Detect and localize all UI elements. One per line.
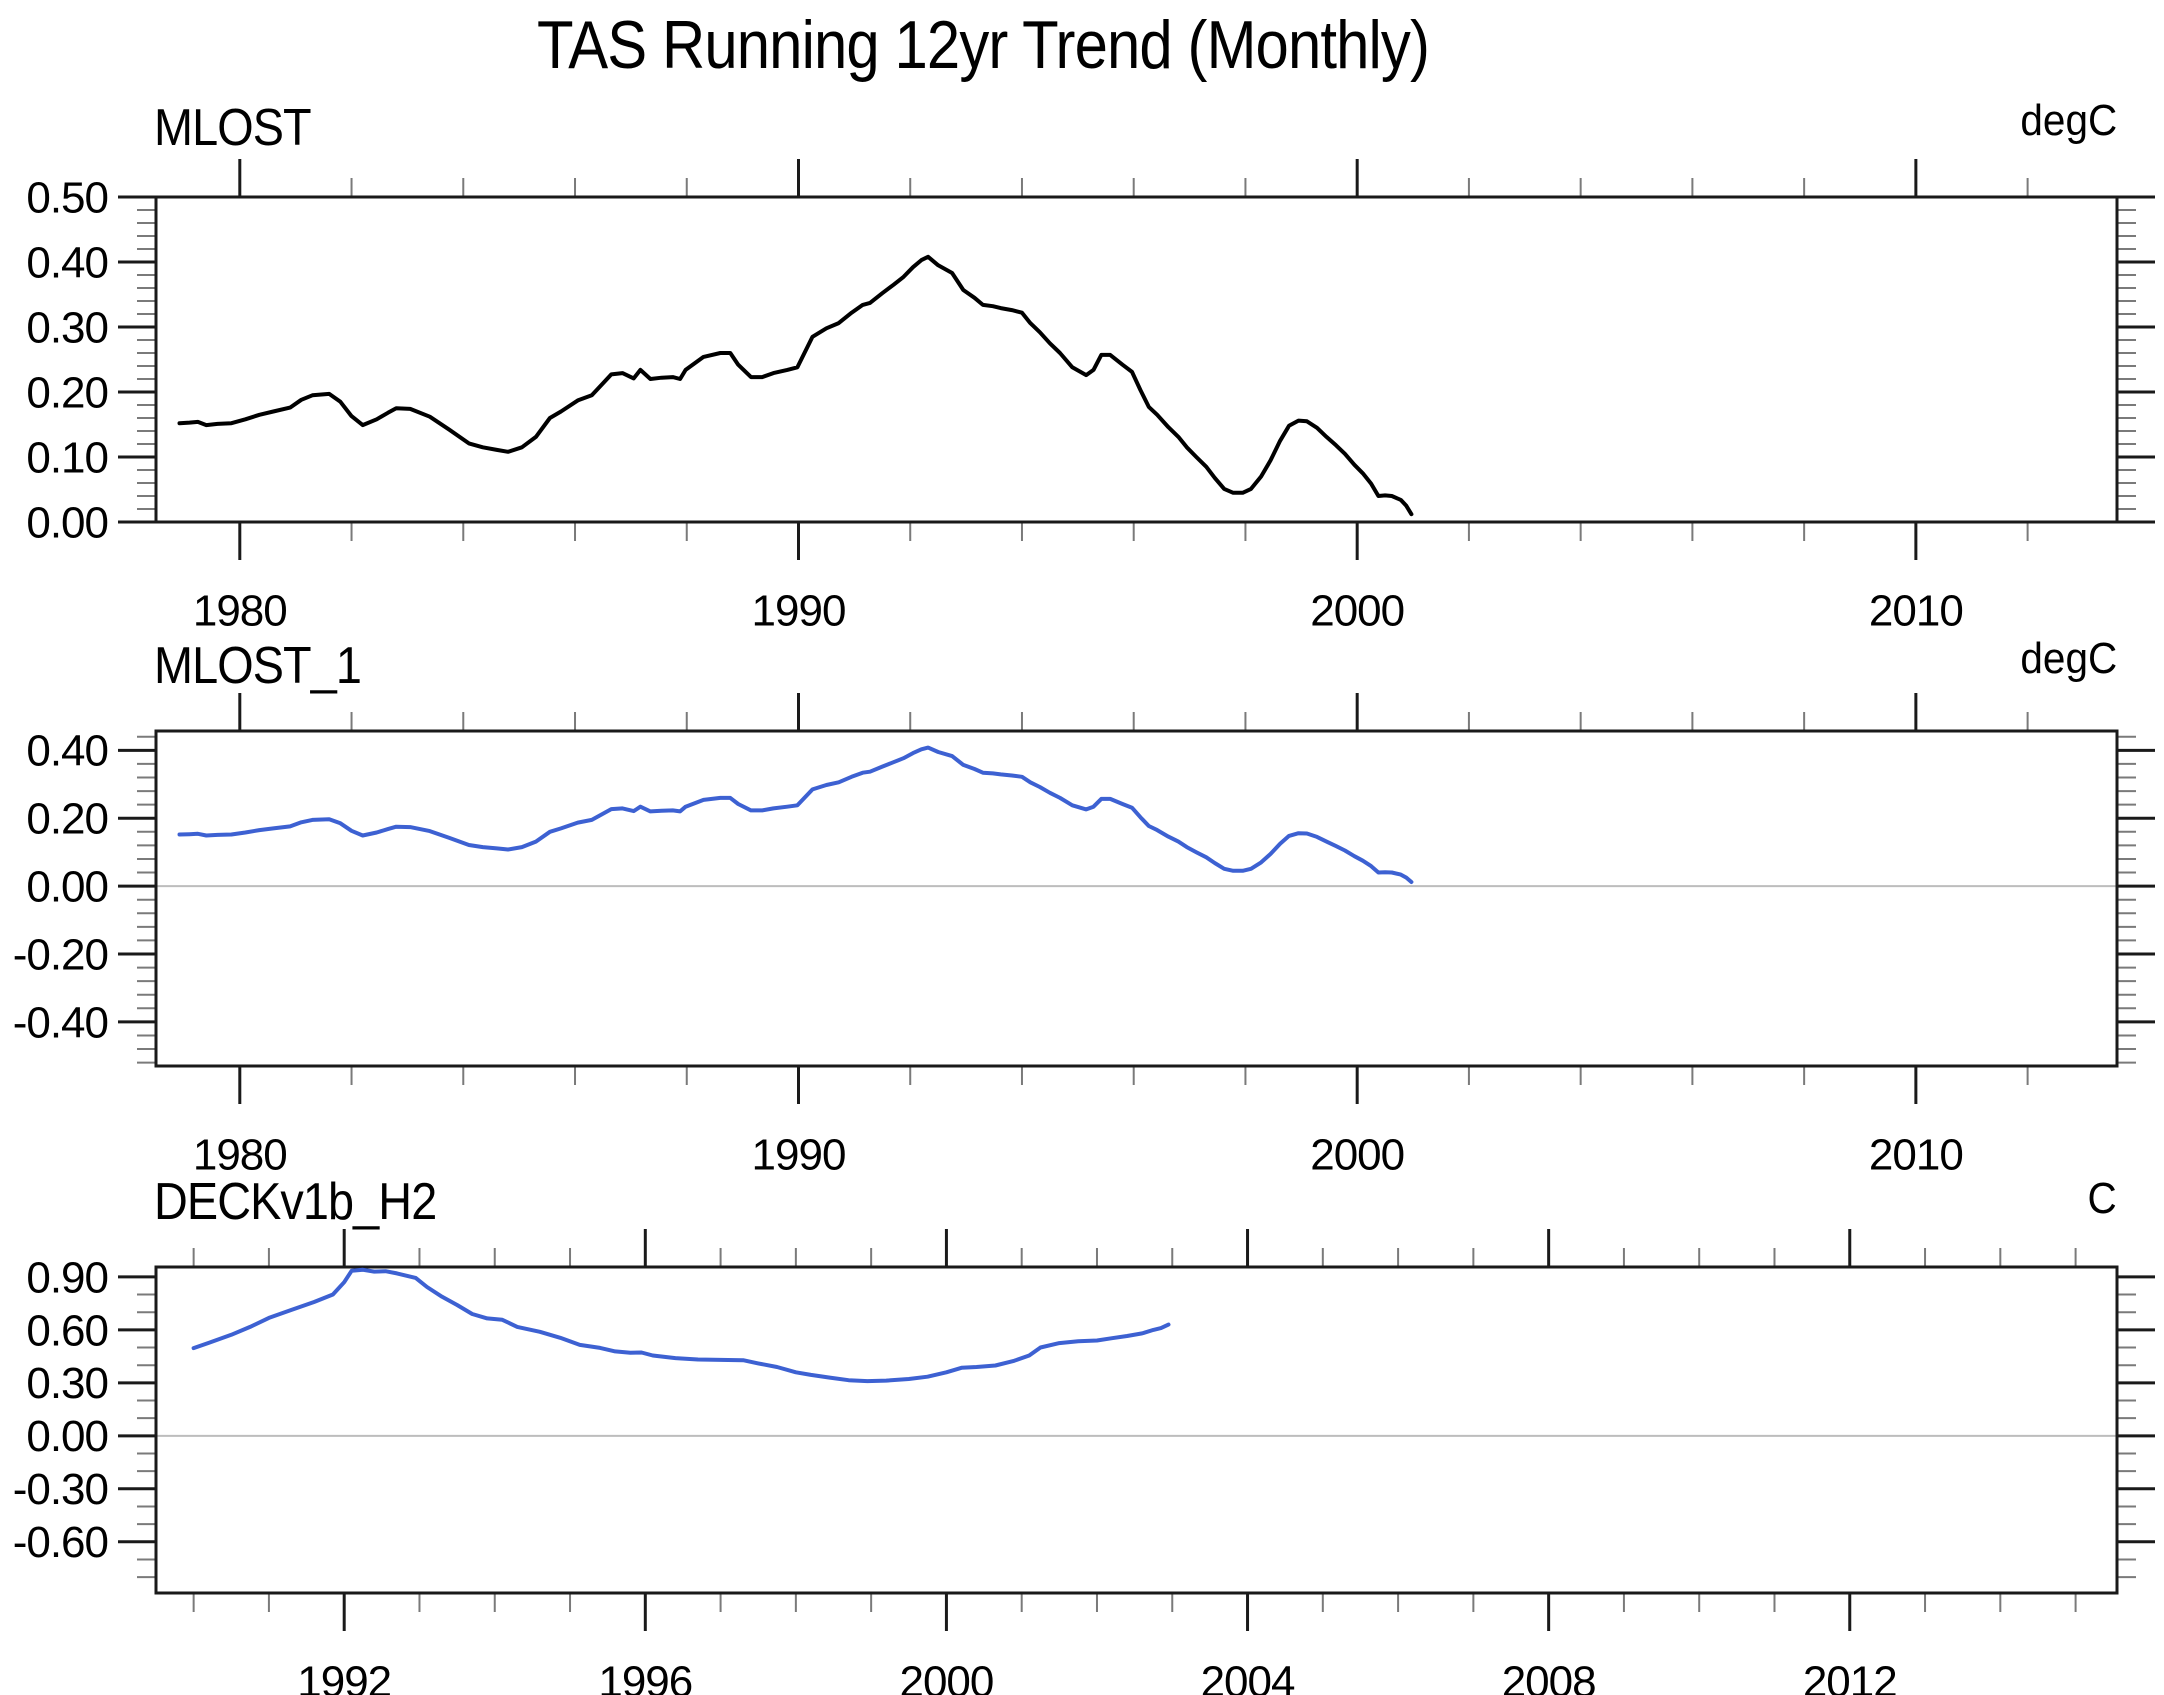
x-tick-label: 2000 [1310,1130,1404,1179]
deckv1b_h2-line [191,1267,1171,1384]
panel-mlost: 1980 1990 2000 2010 0.00 0.10 0.20 0.30 0.40 0.50 [26,159,2155,635]
y-tick-label: 0.30 [26,303,108,352]
panel-1-title: MLOST [154,99,312,157]
y-tick-label: 0.40 [26,238,108,287]
y-tick-label: 0.00 [26,863,108,912]
y-tick-label: 0.10 [26,433,108,482]
x-tick-label: 2000 [899,1657,993,1695]
y-tick-label: -0.60 [13,1518,108,1567]
x-tick-label: 2004 [1201,1657,1295,1695]
y-tick-label: -0.30 [13,1465,108,1514]
plot-frame [154,729,2119,1068]
y-tick-label: 0.90 [26,1253,108,1302]
panel-3-unit-label: C [2087,1174,2117,1223]
x-tick-label: 2010 [1869,586,1963,635]
y-tick-label: 0.00 [26,1412,108,1461]
y-tick-label: -0.20 [13,930,108,979]
panel-3-title: DECKv1b_H2 [154,1173,437,1231]
mlost-line [177,254,1414,517]
plot-frame [154,195,2119,524]
y-tick-label: 0.30 [26,1359,108,1408]
plot-frame [154,1265,2119,1595]
y-tick-label: -0.40 [13,998,108,1047]
x-tick-label: 2000 [1310,586,1404,635]
panel-1-unit-label: degC [2020,96,2117,145]
mlost_1-line [177,745,1414,884]
y-tick-label: 0.00 [26,498,108,547]
y-tick-label: 0.20 [26,795,108,844]
x-tick-label: 1980 [193,586,287,635]
x-tick-label: 1990 [752,1130,846,1179]
y-tick-label: 0.40 [26,727,108,776]
panel-mlost_1: 1980 1990 2000 2010 -0.40 -0.20 0.00 0.20 0.40 [13,693,2155,1179]
x-tick-label: 1992 [297,1657,391,1695]
main-title: TAS Running 12yr Trend (Monthly) [536,7,1430,83]
x-tick-label: 1990 [752,586,846,635]
panel-2-title: MLOST_1 [154,637,362,695]
y-tick-label: 0.60 [26,1306,108,1355]
x-tick-label: 1980 [193,1130,287,1179]
x-tick-label: 1996 [598,1657,692,1695]
x-tick-label: 2012 [1803,1657,1897,1695]
panel-2-unit-label: degC [2020,634,2117,683]
x-tick-label: 2008 [1502,1657,1596,1695]
y-tick-label: 0.20 [26,368,108,417]
panel-deckv1b_h2: 1992 1996 2000 2004 2008 2012-0.60-0.300.000.… [13,1229,2155,1695]
y-tick-label: 0.50 [26,173,108,222]
x-tick-label: 2010 [1869,1130,1963,1179]
